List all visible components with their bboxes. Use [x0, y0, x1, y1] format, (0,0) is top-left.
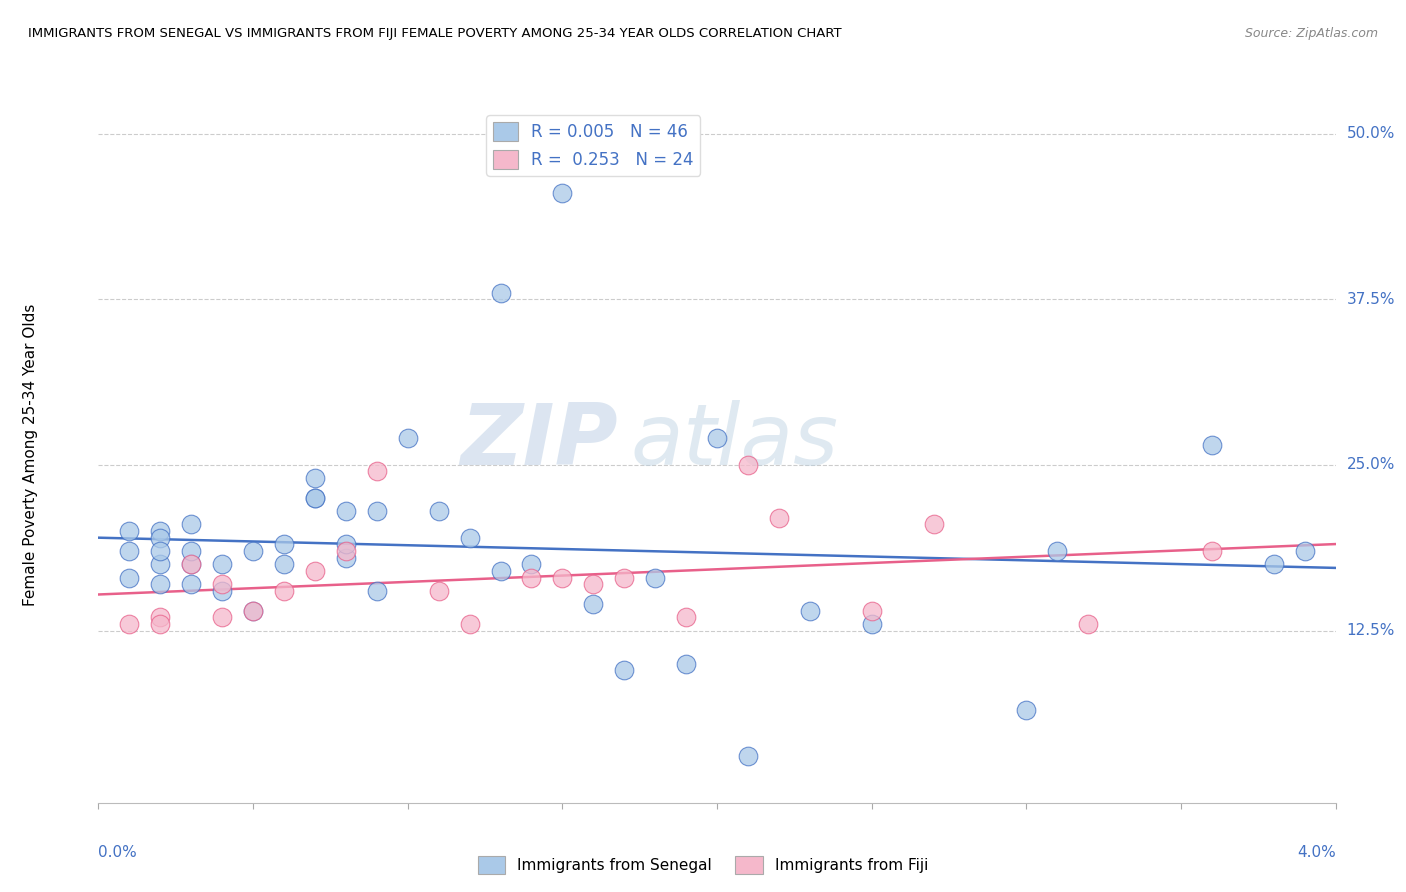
Point	[427, 504, 450, 518]
Point	[1201, 544, 1223, 558]
Point	[1015, 703, 1038, 717]
Point	[149, 610, 172, 624]
Point	[335, 537, 357, 551]
Legend: R = 0.005   N = 46, R =  0.253   N = 24: R = 0.005 N = 46, R = 0.253 N = 24	[486, 115, 700, 176]
Point	[860, 616, 883, 631]
Point	[737, 458, 759, 472]
Point	[427, 583, 450, 598]
Point	[149, 616, 172, 631]
Point	[180, 558, 202, 572]
Point	[458, 531, 481, 545]
Point	[706, 431, 728, 445]
Point	[860, 604, 883, 618]
Point	[304, 491, 326, 505]
Point	[366, 583, 388, 598]
Point	[242, 604, 264, 618]
Point	[180, 544, 202, 558]
Text: ZIP: ZIP	[460, 400, 619, 483]
Point	[211, 577, 233, 591]
Point	[211, 583, 233, 598]
Point	[613, 570, 636, 584]
Point	[366, 465, 388, 479]
Point	[644, 570, 666, 584]
Point	[551, 186, 574, 201]
Point	[922, 517, 945, 532]
Point	[242, 604, 264, 618]
Point	[211, 558, 233, 572]
Point	[149, 558, 172, 572]
Point	[180, 517, 202, 532]
Text: 37.5%: 37.5%	[1347, 292, 1395, 307]
Point	[613, 663, 636, 677]
Point	[149, 524, 172, 538]
Point	[768, 511, 790, 525]
Point	[737, 749, 759, 764]
Text: 50.0%: 50.0%	[1347, 126, 1395, 141]
Point	[118, 570, 141, 584]
Point	[118, 524, 141, 538]
Point	[551, 570, 574, 584]
Point	[396, 431, 419, 445]
Point	[366, 504, 388, 518]
Point	[335, 504, 357, 518]
Point	[458, 616, 481, 631]
Point	[489, 564, 512, 578]
Point	[1201, 438, 1223, 452]
Point	[211, 610, 233, 624]
Point	[799, 604, 821, 618]
Point	[335, 544, 357, 558]
Point	[582, 577, 605, 591]
Point	[273, 537, 295, 551]
Text: 12.5%: 12.5%	[1347, 623, 1395, 638]
Point	[304, 564, 326, 578]
Point	[118, 616, 141, 631]
Text: 0.0%: 0.0%	[98, 845, 138, 860]
Point	[273, 558, 295, 572]
Point	[582, 597, 605, 611]
Point	[1077, 616, 1099, 631]
Text: atlas: atlas	[630, 400, 838, 483]
Point	[675, 657, 697, 671]
Point	[1046, 544, 1069, 558]
Point	[180, 577, 202, 591]
Text: 4.0%: 4.0%	[1296, 845, 1336, 860]
Point	[1294, 544, 1316, 558]
Point	[242, 544, 264, 558]
Text: Source: ZipAtlas.com: Source: ZipAtlas.com	[1244, 27, 1378, 40]
Point	[335, 550, 357, 565]
Point	[489, 285, 512, 300]
Point	[304, 491, 326, 505]
Point	[149, 531, 172, 545]
Point	[304, 471, 326, 485]
Text: Female Poverty Among 25-34 Year Olds: Female Poverty Among 25-34 Year Olds	[22, 304, 38, 606]
Point	[149, 577, 172, 591]
Text: 25.0%: 25.0%	[1347, 458, 1395, 473]
Point	[149, 544, 172, 558]
Point	[675, 610, 697, 624]
Point	[1263, 558, 1285, 572]
Legend: Immigrants from Senegal, Immigrants from Fiji: Immigrants from Senegal, Immigrants from…	[471, 850, 935, 880]
Point	[520, 570, 543, 584]
Point	[273, 583, 295, 598]
Text: IMMIGRANTS FROM SENEGAL VS IMMIGRANTS FROM FIJI FEMALE POVERTY AMONG 25-34 YEAR : IMMIGRANTS FROM SENEGAL VS IMMIGRANTS FR…	[28, 27, 842, 40]
Point	[118, 544, 141, 558]
Point	[180, 558, 202, 572]
Point	[520, 558, 543, 572]
